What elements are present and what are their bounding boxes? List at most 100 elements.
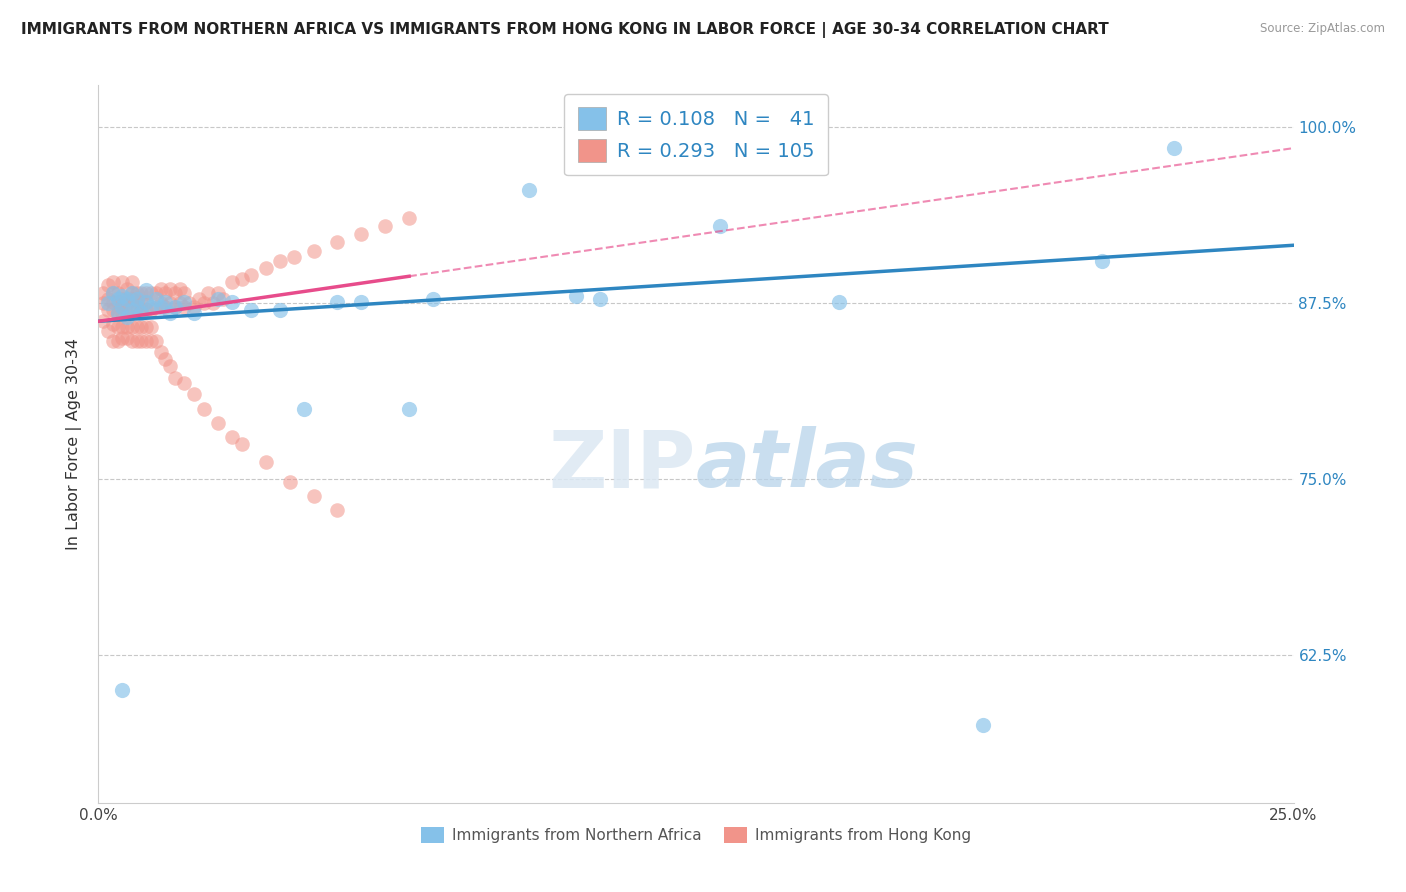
Point	[374, 219, 396, 233]
Point	[207, 286, 229, 301]
Point	[111, 319, 134, 334]
Point	[269, 303, 291, 318]
Point	[121, 303, 143, 318]
Point	[565, 289, 588, 303]
Point	[169, 282, 191, 296]
Point	[125, 294, 148, 309]
Point	[159, 306, 181, 320]
Point	[139, 286, 162, 301]
Point	[115, 292, 138, 306]
Point	[145, 334, 167, 348]
Point	[121, 303, 143, 318]
Point	[231, 272, 253, 286]
Point	[163, 300, 186, 314]
Point	[107, 306, 129, 320]
Point	[139, 319, 162, 334]
Point	[709, 219, 731, 233]
Point	[135, 294, 157, 309]
Point	[131, 286, 153, 301]
Point	[1163, 141, 1185, 155]
Point	[135, 294, 157, 309]
Point	[107, 306, 129, 320]
Point	[107, 294, 129, 309]
Point	[269, 253, 291, 268]
Point	[240, 268, 263, 282]
Point	[115, 296, 138, 310]
Point	[121, 319, 143, 334]
Point	[350, 227, 373, 241]
Point	[121, 286, 143, 301]
Point	[163, 370, 186, 384]
Point	[125, 286, 148, 301]
Point	[197, 286, 219, 301]
Point	[183, 306, 205, 320]
Point	[135, 334, 157, 348]
Point	[179, 296, 201, 310]
Point	[91, 296, 114, 310]
Point	[221, 275, 243, 289]
Point	[828, 294, 851, 309]
Point	[135, 319, 157, 334]
Point	[302, 489, 325, 503]
Point	[139, 334, 162, 348]
Point	[207, 416, 229, 430]
Point	[101, 303, 124, 318]
Point	[111, 289, 134, 303]
Point	[231, 436, 253, 450]
Point	[326, 235, 349, 250]
Point	[589, 292, 612, 306]
Point	[111, 292, 134, 306]
Point	[283, 250, 305, 264]
Text: IMMIGRANTS FROM NORTHERN AFRICA VS IMMIGRANTS FROM HONG KONG IN LABOR FORCE | AG: IMMIGRANTS FROM NORTHERN AFRICA VS IMMIG…	[21, 22, 1109, 38]
Point	[159, 359, 181, 374]
Point	[101, 275, 124, 289]
Point	[111, 275, 134, 289]
Point	[240, 303, 263, 318]
Point	[101, 286, 124, 301]
Point	[221, 430, 243, 444]
Y-axis label: In Labor Force | Age 30-34: In Labor Force | Age 30-34	[66, 338, 83, 549]
Point	[326, 503, 349, 517]
Point	[163, 300, 186, 314]
Point	[97, 277, 120, 292]
Point	[111, 296, 134, 310]
Point	[145, 286, 167, 301]
Point	[115, 310, 138, 324]
Point	[163, 286, 186, 301]
Point	[972, 718, 994, 732]
Point	[121, 334, 143, 348]
Point	[326, 294, 349, 309]
Point	[101, 294, 124, 309]
Point	[107, 334, 129, 348]
Point	[149, 296, 172, 310]
Point	[173, 294, 195, 309]
Point	[107, 286, 129, 301]
Point	[121, 292, 143, 306]
Point	[121, 275, 143, 289]
Point	[115, 282, 138, 296]
Point	[101, 317, 124, 331]
Point	[187, 292, 209, 306]
Point	[149, 345, 172, 359]
Point	[139, 303, 162, 318]
Point	[111, 331, 134, 345]
Point	[97, 296, 120, 310]
Point	[155, 286, 177, 301]
Point	[193, 401, 215, 416]
Point	[131, 303, 153, 318]
Point	[131, 319, 153, 334]
Point	[278, 475, 301, 489]
Point	[350, 294, 373, 309]
Point	[183, 300, 205, 314]
Point	[101, 286, 124, 301]
Point	[115, 331, 138, 345]
Point	[292, 401, 315, 416]
Point	[131, 334, 153, 348]
Point	[125, 300, 148, 314]
Point	[155, 352, 177, 367]
Point	[207, 292, 229, 306]
Point	[131, 306, 153, 320]
Point	[159, 282, 181, 296]
Point	[254, 260, 277, 275]
Point	[155, 294, 177, 309]
